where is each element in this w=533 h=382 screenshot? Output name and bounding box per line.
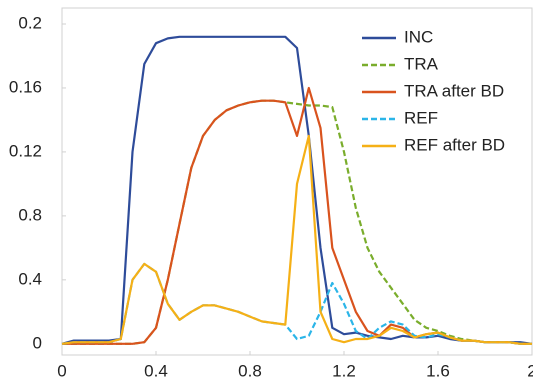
y-tick-label: 0.8 xyxy=(18,205,42,224)
legend-label: TRA xyxy=(404,54,439,73)
y-tick-label: 0.4 xyxy=(18,269,42,288)
x-tick-label: 0 xyxy=(57,361,66,380)
y-tick-label: 0.2 xyxy=(18,13,42,32)
legend-label: TRA after BD xyxy=(404,81,504,100)
y-tick-label: 0 xyxy=(33,333,42,352)
series-line xyxy=(61,262,532,345)
series-line xyxy=(62,86,532,345)
legend-label: REF xyxy=(404,108,438,127)
y-tick-label: 0.16 xyxy=(9,77,42,96)
plot-frame xyxy=(61,7,533,356)
series-line xyxy=(61,134,532,345)
x-tick-label: 1.6 xyxy=(426,361,450,380)
x-tick-label: 1.2 xyxy=(332,361,356,380)
legend-label: REF after BD xyxy=(404,135,505,154)
x-tick-label: 0.4 xyxy=(144,361,168,380)
x-tick-label: 2 xyxy=(527,361,533,380)
y-tick-label: 0.12 xyxy=(9,141,42,160)
series-line xyxy=(62,99,532,345)
x-tick-label: 0.8 xyxy=(238,361,262,380)
legend-label: INC xyxy=(404,27,433,46)
